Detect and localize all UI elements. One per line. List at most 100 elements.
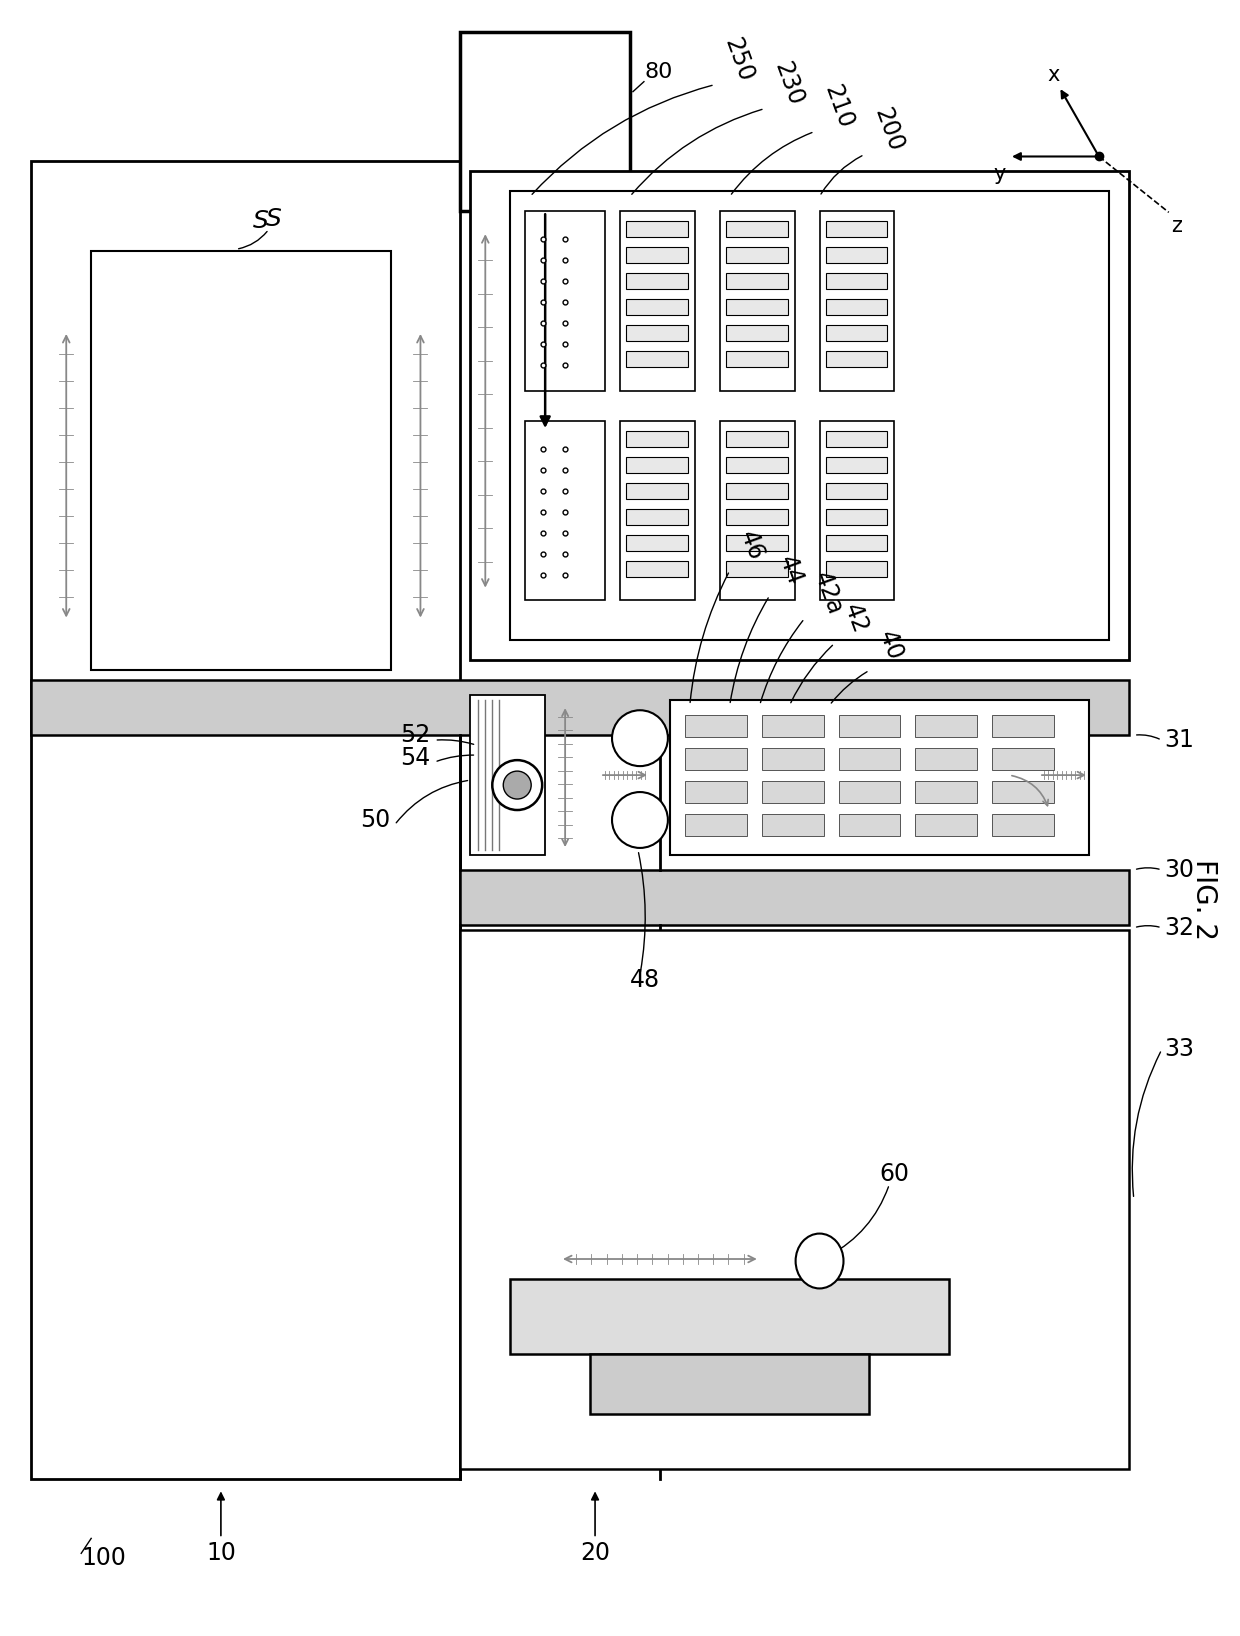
Text: 60: 60 (879, 1162, 909, 1186)
Bar (510, 1279, 950, 1355)
Text: 210: 210 (820, 82, 857, 133)
Bar (510, 191, 1109, 640)
Bar (826, 326, 888, 340)
Bar (470, 695, 546, 856)
Bar (684, 715, 746, 738)
Text: 200: 200 (869, 105, 908, 155)
Bar (526, 211, 605, 391)
Text: 100: 100 (81, 1546, 126, 1571)
Bar (826, 509, 888, 525)
Bar (31, 681, 1128, 735)
Bar (670, 700, 1089, 856)
Bar (992, 780, 1054, 803)
Text: 10: 10 (206, 1541, 236, 1566)
Bar (725, 561, 787, 576)
Text: 52: 52 (401, 723, 430, 748)
Text: 44: 44 (775, 553, 807, 589)
Bar (725, 535, 787, 551)
Bar (460, 929, 1128, 1469)
Bar (826, 430, 888, 447)
Bar (826, 483, 888, 499)
Bar (626, 456, 688, 473)
Text: 46: 46 (735, 527, 768, 564)
Text: FIG. 2: FIG. 2 (1189, 859, 1218, 941)
Bar (684, 815, 746, 836)
Bar (820, 211, 894, 391)
Bar (626, 561, 688, 576)
Bar (992, 815, 1054, 836)
Text: y: y (993, 165, 1006, 185)
Bar (725, 509, 787, 525)
Ellipse shape (796, 1234, 843, 1289)
Bar (725, 430, 787, 447)
Text: 42: 42 (839, 600, 872, 636)
Bar (590, 1355, 869, 1414)
Bar (719, 420, 795, 600)
Bar (92, 252, 391, 671)
Bar (826, 247, 888, 263)
Text: 42a: 42a (810, 569, 847, 618)
Text: 20: 20 (580, 1541, 610, 1566)
Text: 230: 230 (770, 59, 807, 110)
Bar (31, 162, 460, 1479)
Bar (826, 352, 888, 366)
Text: S: S (253, 209, 269, 234)
Text: 250: 250 (719, 34, 758, 85)
Bar (725, 273, 787, 290)
Bar (684, 780, 746, 803)
Bar (684, 748, 746, 771)
Circle shape (492, 761, 542, 810)
Bar (826, 561, 888, 576)
Bar (626, 221, 688, 237)
Circle shape (613, 792, 668, 847)
Bar (626, 299, 688, 316)
Bar (626, 430, 688, 447)
Bar (470, 172, 1128, 661)
Bar (626, 247, 688, 263)
Text: 32: 32 (1164, 916, 1194, 939)
Bar (526, 420, 605, 600)
Bar (826, 535, 888, 551)
Bar (620, 211, 694, 391)
Text: S: S (265, 208, 281, 231)
Bar (725, 483, 787, 499)
Bar (725, 352, 787, 366)
Bar (626, 483, 688, 499)
Bar (626, 535, 688, 551)
Circle shape (613, 710, 668, 766)
Bar (626, 509, 688, 525)
Bar (826, 456, 888, 473)
Text: 31: 31 (1164, 728, 1194, 753)
Bar (826, 221, 888, 237)
Bar (725, 456, 787, 473)
Bar (725, 326, 787, 340)
Bar (626, 273, 688, 290)
Bar (992, 748, 1054, 771)
Bar (915, 780, 977, 803)
Bar (826, 273, 888, 290)
Text: 33: 33 (1164, 1037, 1194, 1062)
Circle shape (503, 771, 531, 798)
Text: 54: 54 (401, 746, 430, 771)
Bar (838, 815, 900, 836)
Bar (761, 715, 823, 738)
Text: 30: 30 (1164, 857, 1194, 882)
Text: z: z (1172, 216, 1182, 236)
Bar (460, 31, 630, 211)
Bar (915, 748, 977, 771)
Bar (620, 420, 694, 600)
Bar (826, 299, 888, 316)
Bar (838, 715, 900, 738)
Bar (626, 326, 688, 340)
Bar (761, 748, 823, 771)
Bar (992, 715, 1054, 738)
Text: x: x (1048, 65, 1060, 85)
Text: 80: 80 (645, 62, 673, 82)
Bar (915, 815, 977, 836)
Text: 48: 48 (630, 967, 660, 991)
Bar (719, 211, 795, 391)
Bar (838, 780, 900, 803)
Bar (820, 420, 894, 600)
Bar (725, 247, 787, 263)
Bar (725, 299, 787, 316)
